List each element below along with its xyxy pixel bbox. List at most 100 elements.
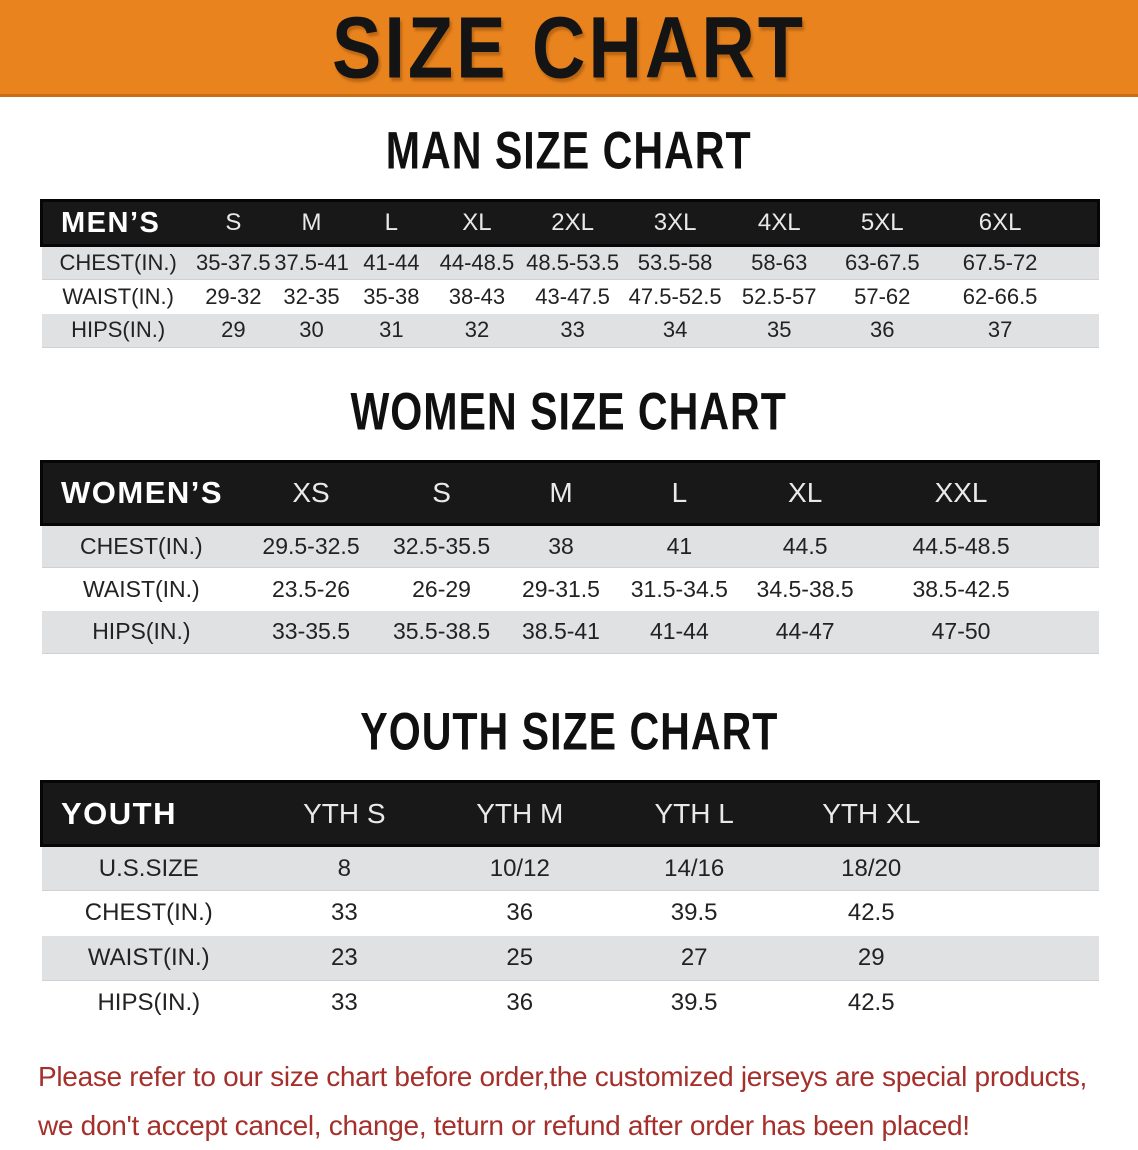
measurement-label: WAIST(IN.) bbox=[41, 935, 257, 981]
measurement-value: 27 bbox=[606, 935, 782, 981]
youth-size-table: YOUTH YTH S YTH M YTH L YTH XL U.S.SIZE 8 10/1… bbox=[40, 780, 1101, 1026]
measurement-value: 25 bbox=[432, 935, 607, 981]
measurement-value: 29 bbox=[781, 935, 962, 981]
disclaimer-line2: we don't accept cancel, change, teturn o… bbox=[38, 1109, 970, 1141]
measurement-value: 43-47.5 bbox=[535, 283, 610, 309]
measurement-value: 8 bbox=[256, 845, 433, 891]
measurement-label: CHEST(IN.) bbox=[41, 245, 195, 280]
size-column-header: XXL bbox=[871, 460, 1051, 526]
page-title: SIZE CHART bbox=[332, 0, 806, 96]
measurement-value: 36 bbox=[506, 899, 534, 927]
size-column-header: L bbox=[351, 199, 432, 247]
youth-section-heading-text: YOUTH SIZE CHART bbox=[359, 702, 779, 761]
spacer-cell bbox=[1051, 568, 1099, 611]
size-header-row: MEN’S S M L XL 2XL 3XL 4XL 5XL 6XL bbox=[39, 199, 1100, 247]
measurement-value: 47.5-52.5 bbox=[628, 283, 722, 309]
measurement-value: 31.5-34.5 bbox=[630, 575, 728, 602]
measurement-value: 35-38 bbox=[363, 283, 420, 309]
measurement-value: 31 bbox=[351, 313, 432, 348]
measurement-row: CHEST(IN.) 29.5-32.5 32.5-35.5 38 41 44.5 44.5… bbox=[41, 524, 1099, 568]
size-column-header: YTH M bbox=[432, 780, 607, 847]
youth-table-header: YOUTH YTH S YTH M YTH L YTH XL bbox=[40, 780, 1101, 847]
measurement-value: 67.5-72 bbox=[933, 245, 1067, 280]
size-column-header: XL bbox=[431, 199, 523, 247]
measurement-value: 33 bbox=[330, 899, 358, 927]
measurement-value: 32-35 bbox=[283, 283, 340, 309]
measurement-value: 53.5-58 bbox=[622, 245, 728, 280]
measurement-label: U.S.SIZE bbox=[41, 845, 257, 891]
size-column-header: M bbox=[502, 460, 620, 526]
measurement-value: 58-63 bbox=[727, 245, 832, 280]
measurement-value: 29 bbox=[194, 313, 272, 348]
measurement-value: 62-66.5 bbox=[962, 283, 1038, 309]
measurement-value: 44.5-48.5 bbox=[871, 524, 1051, 568]
size-column-header: 2XL bbox=[522, 199, 623, 247]
size-column-header: L bbox=[619, 460, 740, 526]
measurement-row: CHEST(IN.) 35-37.5 37.5-41 41-44 44-48.5 48.5… bbox=[41, 245, 1099, 280]
size-column-header: 6XL bbox=[933, 199, 1067, 247]
men-table-body: CHEST(IN.) 35-37.5 37.5-41 41-44 44-48.5 48.5… bbox=[41, 245, 1099, 348]
size-column-header: S bbox=[380, 460, 503, 526]
measurement-value: 23 bbox=[256, 935, 433, 981]
measurement-value: 29-32 bbox=[205, 283, 262, 309]
spacer-cell bbox=[1067, 280, 1099, 314]
measurement-value: 37 bbox=[933, 313, 1067, 348]
measurement-value: 33-35.5 bbox=[241, 610, 381, 654]
measurement-value: 36 bbox=[506, 989, 534, 1017]
size-header-row: YOUTH YTH S YTH M YTH L YTH XL bbox=[40, 780, 1101, 847]
measurement-value: 35 bbox=[727, 313, 832, 348]
women-table-header: WOMEN’S XS S M L XL XXL bbox=[40, 460, 1100, 526]
spacer-cell bbox=[961, 845, 1099, 891]
measurement-value: 10/12 bbox=[432, 845, 607, 891]
measurement-value: 29.5-32.5 bbox=[241, 524, 381, 568]
measurement-row: CHEST(IN.) 33 36 39.5 42.5 bbox=[42, 891, 1099, 936]
spacer-cell bbox=[1066, 313, 1099, 348]
size-column-header: M bbox=[271, 199, 352, 247]
men-table-header: MEN’S S M L XL 2XL 3XL 4XL 5XL 6XL bbox=[39, 199, 1100, 247]
spacer-cell bbox=[961, 780, 1101, 847]
measurement-value: 38.5-41 bbox=[502, 610, 620, 654]
size-column-header: 4XL bbox=[727, 199, 832, 247]
spacer-cell bbox=[1066, 245, 1099, 280]
youth-table-body: U.S.SIZE 8 10/12 14/16 18/20 CHEST(IN.) 33 36 39… bbox=[41, 845, 1099, 1026]
banner: SIZE CHART bbox=[0, 0, 1138, 97]
measurement-row: HIPS(IN.) 33-35.5 35.5-38.5 38.5-41 41-44 44-… bbox=[41, 610, 1099, 654]
measurement-value: 39.5 bbox=[670, 899, 718, 927]
women-section-heading-text: WOMEN SIZE CHART bbox=[350, 382, 788, 441]
measurement-row: U.S.SIZE 8 10/12 14/16 18/20 bbox=[41, 845, 1099, 891]
men-size-table: MEN’S S M L XL 2XL 3XL 4XL 5XL 6XL CHEST(IN.) 35-3… bbox=[39, 199, 1100, 348]
measurement-value: 33 bbox=[330, 989, 358, 1017]
table-title-cell: MEN’S bbox=[39, 199, 195, 247]
measurement-value: 34.5-38.5 bbox=[756, 575, 854, 602]
size-column-header: XS bbox=[241, 460, 381, 526]
men-section-heading: MAN SIZE CHART bbox=[0, 121, 1138, 180]
measurement-value: 57-62 bbox=[854, 283, 911, 309]
spacer-cell bbox=[961, 935, 1099, 981]
size-column-header: 5XL bbox=[831, 199, 934, 247]
measurement-row: HIPS(IN.) 33 36 39.5 42.5 bbox=[42, 981, 1099, 1026]
size-column-header: YTH L bbox=[606, 780, 782, 847]
measurement-label: CHEST(IN.) bbox=[84, 899, 213, 927]
measurement-value: 41-44 bbox=[619, 610, 740, 654]
measurement-value: 35.5-38.5 bbox=[380, 610, 503, 654]
measurement-value: 26-29 bbox=[412, 575, 471, 602]
size-column-header: XL bbox=[739, 460, 872, 526]
measurement-row: WAIST(IN.) 23.5-26 26-29 29-31.5 31.5-34.5 34… bbox=[42, 568, 1099, 611]
table-title-cell: YOUTH bbox=[40, 780, 257, 847]
measurement-value: 41-44 bbox=[351, 245, 432, 280]
measurement-value: 14/16 bbox=[606, 845, 782, 891]
measurement-value: 34 bbox=[622, 313, 728, 348]
youth-section-heading: YOUTH SIZE CHART bbox=[0, 702, 1138, 761]
measurement-value: 63-67.5 bbox=[831, 245, 934, 280]
measurement-label: CHEST(IN.) bbox=[41, 524, 242, 568]
spacer-cell bbox=[1066, 199, 1100, 247]
measurement-value: 42.5 bbox=[847, 989, 895, 1017]
measurement-value: 18/20 bbox=[781, 845, 962, 891]
spacer-cell bbox=[961, 981, 1098, 1026]
size-header-row: WOMEN’S XS S M L XL XXL bbox=[40, 460, 1100, 526]
measurement-value: 38-43 bbox=[448, 283, 506, 309]
measurement-value: 41 bbox=[619, 524, 740, 568]
measurement-value: 33 bbox=[522, 313, 623, 348]
measurement-value: 32 bbox=[431, 313, 523, 348]
measurement-value: 38.5-42.5 bbox=[912, 575, 1010, 602]
